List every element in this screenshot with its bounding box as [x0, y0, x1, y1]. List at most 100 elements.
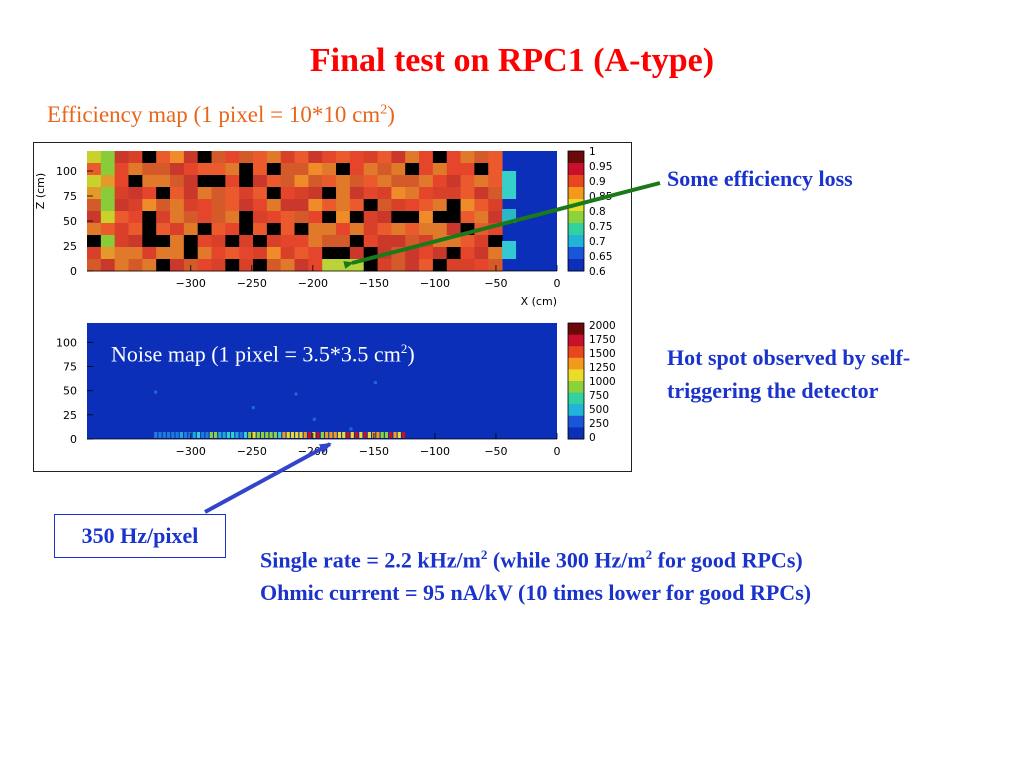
efficiency-cell [460, 235, 475, 248]
efficiency-cell [377, 223, 392, 236]
noise-hot-pixel [397, 432, 401, 438]
noise-y-tick-label: 0 [70, 433, 77, 446]
efficiency-cell [100, 163, 116, 176]
efficiency-x-tick-label: 0 [554, 277, 561, 290]
efficiency-cell [405, 175, 420, 188]
noise-hot-pixel [278, 432, 282, 438]
efficiency-cell [460, 211, 475, 224]
noise-hot-pixel [303, 432, 307, 438]
efficiency-cell [100, 199, 116, 212]
efficiency-colorbar-label: 0.7 [589, 236, 606, 248]
efficiency-cell [239, 259, 254, 272]
noise-hot-pixel [235, 432, 239, 438]
efficiency-cell [336, 175, 351, 188]
efficiency-cell [225, 199, 240, 212]
efficiency-cell [308, 199, 323, 212]
efficiency-cell [363, 175, 379, 188]
efficiency-cell [253, 199, 268, 212]
efficiency-colorbar-frame [567, 150, 585, 272]
efficiency-cell [488, 151, 503, 164]
efficiency-cell [488, 259, 503, 272]
noise-hot-pixel [273, 432, 277, 438]
efficiency-cell [253, 223, 268, 236]
efficiency-cell [170, 235, 185, 248]
efficiency-cell [363, 211, 379, 224]
slide-title: Final test on RPC1 (A-type) [309, 42, 715, 79]
efficiency-cell [474, 235, 489, 248]
efficiency-cell [349, 175, 365, 188]
efficiency-colorbar-label: 0.65 [589, 251, 612, 263]
efficiency-cell [142, 175, 157, 188]
efficiency-cell [488, 175, 503, 188]
efficiency-cell [308, 175, 323, 188]
noise-y-tick-label: 25 [63, 409, 77, 422]
efficiency-cell [432, 259, 448, 272]
efficiency-cell [405, 163, 420, 176]
efficiency-cell [322, 163, 337, 176]
noise-hot-pixel [265, 432, 269, 438]
efficiency-x-axis-title: X (cm) [521, 295, 557, 308]
efficiency-cell [225, 235, 240, 248]
efficiency-cell [197, 187, 213, 200]
noise-pixel [264, 353, 268, 357]
efficiency-cell [239, 175, 254, 188]
noise-hot-pixel [209, 432, 213, 438]
efficiency-cell [405, 187, 420, 200]
efficiency-colorbar-segment [568, 151, 584, 164]
noise-hot-pixel [188, 432, 192, 438]
efficiency-cell [128, 247, 143, 260]
noise-colorbar-segment [568, 381, 584, 394]
noise-x-tick-label: 0 [554, 445, 561, 458]
efficiency-y-tick-label: 100 [56, 165, 77, 178]
noise-map-plot [87, 323, 557, 439]
efficiency-cell [87, 235, 102, 248]
noise-colorbar-segment [568, 404, 584, 417]
efficiency-cell [183, 247, 199, 260]
efficiency-cell [100, 235, 116, 248]
efficiency-cell [308, 151, 323, 164]
noise-hot-pixel [243, 432, 248, 438]
efficiency-cell [239, 235, 254, 248]
efficiency-cell [266, 187, 282, 200]
noise-colorbar-segment [568, 357, 584, 370]
efficiency-cell [294, 199, 309, 212]
efficiency-cell [197, 163, 213, 176]
efficiency-cell [211, 259, 226, 272]
noise-hot-pixel [162, 432, 166, 438]
noise-hot-pixel [380, 432, 384, 438]
noise-colorbar-label: 750 [589, 390, 609, 402]
single-rate-line: Single rate = 2.2 kHz/m2 (while 300 Hz/m… [260, 538, 811, 576]
noise-hot-pixel [299, 432, 303, 438]
efficiency-cell [156, 259, 171, 272]
efficiency-cell [266, 259, 282, 272]
efficiency-cell [391, 187, 406, 200]
efficiency-cell [114, 223, 130, 236]
efficiency-cell [211, 163, 226, 176]
efficiency-cell [336, 211, 351, 224]
efficiency-cell [197, 151, 213, 164]
efficiency-cell [377, 199, 392, 212]
efficiency-cell [156, 235, 171, 248]
efficiency-cell [474, 187, 489, 200]
efficiency-cell [377, 163, 392, 176]
efficiency-x-tick-label: −200 [298, 277, 328, 290]
efficiency-cell [363, 199, 379, 212]
noise-hot-pixel [184, 432, 188, 438]
efficiency-y-tick-label: 75 [63, 190, 77, 203]
noise-hot-pixel [205, 432, 209, 438]
noise-label-text: Noise map (1 pixel = 3.5*3.5 cm [111, 341, 401, 367]
efficiency-cell [280, 151, 296, 164]
efficiency-cell [266, 235, 282, 248]
noise-hot-pixel [307, 432, 312, 438]
noise-hot-pixel [201, 432, 205, 438]
noise-hot-pixel [401, 432, 406, 438]
efficiency-cell [363, 259, 379, 272]
efficiency-cell [197, 223, 213, 236]
efficiency-cell [294, 211, 309, 224]
efficiency-colorbar-label: 0.95 [589, 161, 612, 173]
noise-pixel [312, 417, 316, 421]
noise-hot-pixel [179, 432, 183, 438]
efficiency-cell [308, 235, 323, 248]
efficiency-cell [128, 175, 143, 188]
efficiency-cell [114, 199, 130, 212]
